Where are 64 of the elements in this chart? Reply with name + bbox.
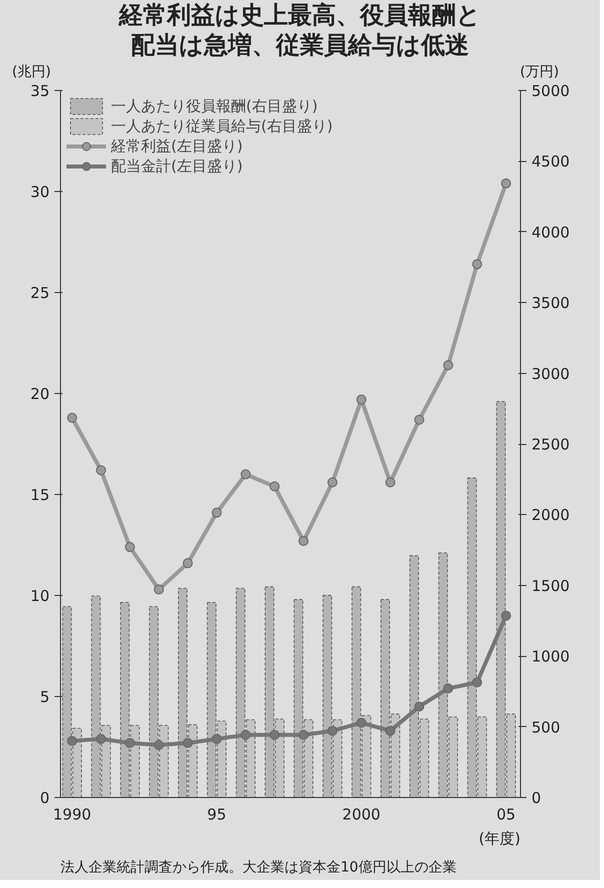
text: 法人企業統計調査から作成。大企業は資本金10億円以上の企業 [60, 860, 456, 876]
point [501, 610, 512, 621]
point [327, 726, 338, 736]
y-tick-label: 20 [30, 385, 50, 403]
y-tick-label: 5 [40, 688, 50, 706]
y-tick-label: 35 [30, 82, 50, 100]
x-tick-label: 05 [496, 806, 516, 824]
y-tick-label: 0 [40, 789, 50, 807]
point [182, 558, 193, 568]
chart-title: 経常利益は史上最高、役員報酬と配当は急増、従業員給与は低迷 [119, 0, 481, 60]
point [414, 414, 424, 425]
legend-label: 一人あたり役員報酬(右目盛り) [111, 96, 318, 116]
point [270, 481, 280, 492]
legend-label: 経常利益(左目盛り) [111, 136, 243, 156]
y-tick-label: 10 [30, 587, 50, 605]
point [182, 738, 193, 748]
point [298, 536, 309, 546]
y2-tick-label: 4000 [532, 223, 570, 242]
point [356, 718, 366, 728]
y2-tick-label: 500 [532, 718, 560, 736]
y2-tick-label: 2500 [532, 436, 570, 454]
y2-tick-label: 3500 [532, 294, 570, 312]
point [240, 469, 251, 480]
y-tick-label: 30 [30, 183, 50, 201]
y2-tick-label: 2000 [532, 506, 570, 524]
point [96, 734, 106, 744]
point [414, 702, 424, 712]
point [443, 360, 454, 370]
y2-axis-title: (万円) [520, 63, 559, 82]
point [327, 477, 338, 488]
y2-tick-label: 5000 [532, 82, 570, 100]
point [240, 730, 251, 740]
point [356, 394, 366, 405]
point [270, 730, 280, 740]
point [67, 736, 78, 746]
point [124, 738, 135, 748]
y2-tick-label: 0 [532, 789, 542, 807]
y2-tick-label: 3000 [532, 364, 570, 383]
legend-label: 一人あたり従業員給与(右目盛り) [111, 116, 333, 136]
legend-label: 配当金計(左目盛り) [111, 156, 243, 176]
point [443, 683, 454, 694]
y2-tick-label: 1500 [532, 576, 570, 595]
point [154, 584, 164, 594]
point [385, 726, 396, 736]
point [385, 477, 396, 488]
point [472, 259, 482, 270]
point [212, 734, 222, 744]
y-axis-title: (兆円) [12, 63, 51, 82]
y-tick-label: 25 [30, 284, 50, 302]
x-tick-label: 2000 [342, 806, 380, 824]
y2-tick-label: 1000 [532, 648, 570, 666]
point [501, 178, 512, 188]
point [96, 465, 106, 476]
point [67, 412, 78, 423]
x-tick-label: 95 [207, 806, 226, 824]
x-tick-label: 1990 [52, 806, 92, 824]
y-tick-label: 15 [30, 486, 50, 504]
point [212, 508, 222, 518]
point [472, 677, 482, 688]
point [154, 740, 164, 750]
y2-tick-label: 4500 [532, 152, 570, 171]
x-axis-title: (年度) [478, 830, 521, 848]
point [298, 730, 309, 740]
point [124, 542, 135, 552]
